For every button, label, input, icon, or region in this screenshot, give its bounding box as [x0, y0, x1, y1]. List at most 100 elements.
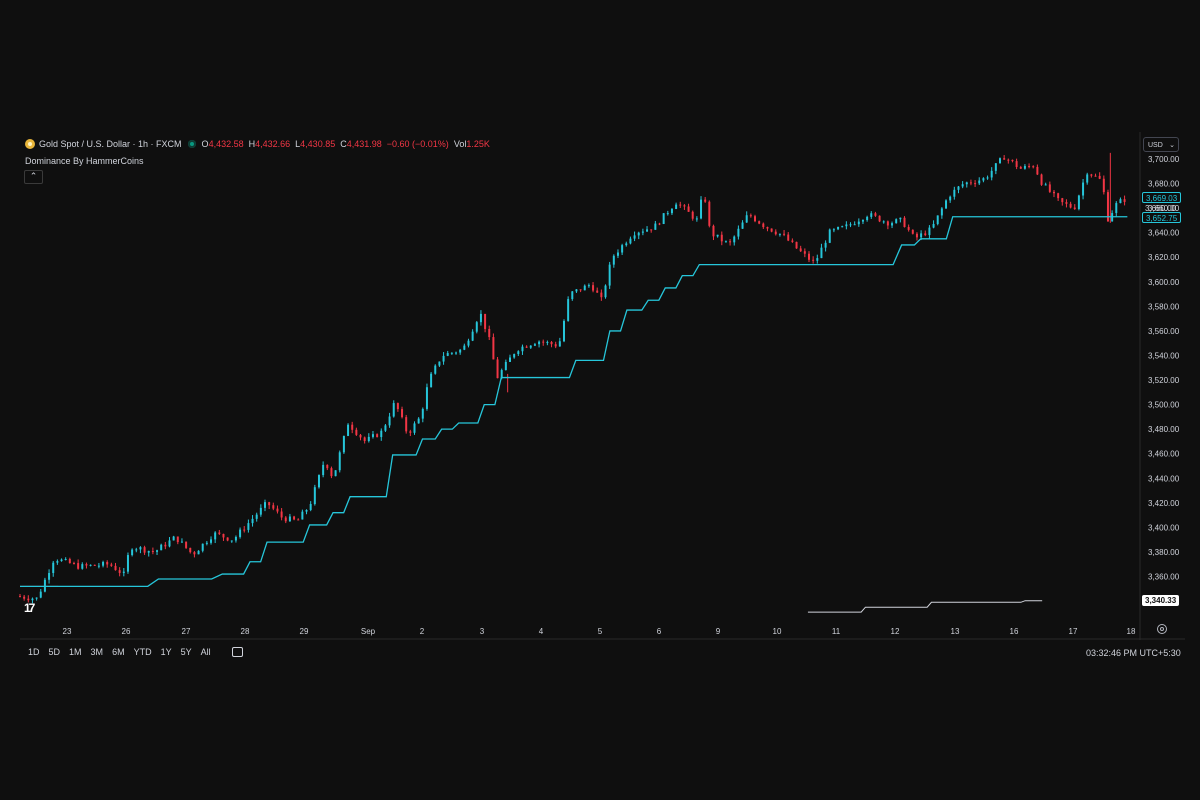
candle-body [629, 238, 632, 244]
range-button-6m[interactable]: 6M [112, 647, 125, 657]
candle-body [961, 184, 964, 187]
candle-body [807, 253, 810, 260]
range-button-3m[interactable]: 3M [90, 647, 104, 657]
candle-body [430, 373, 433, 388]
candle-body [936, 215, 939, 224]
candle-body [288, 516, 291, 522]
candle-body [957, 186, 960, 190]
candle-body [1011, 159, 1014, 162]
candle-body [380, 430, 383, 438]
price-tick-label: 3,580.00 [1148, 302, 1180, 311]
candle-body [143, 547, 146, 553]
candle-body [845, 224, 848, 227]
range-button-ytd[interactable]: YTD [133, 647, 152, 657]
candle-body [484, 313, 487, 329]
symbol-title[interactable]: Gold Spot / U.S. Dollar · 1h · FXCM [39, 139, 182, 149]
candle-body [1003, 158, 1006, 160]
candle-body [608, 264, 611, 286]
candle-body [193, 552, 196, 555]
symbol-legend[interactable]: Gold Spot / U.S. Dollar · 1h · FXCM O 4,4… [25, 139, 495, 149]
time-tick-label: 23 [63, 627, 72, 636]
price-tick-label: 3,660.00 [1148, 204, 1180, 213]
candle-body [675, 204, 678, 209]
candle-body [301, 511, 304, 520]
candle-body [650, 229, 653, 231]
candle-body [218, 532, 221, 534]
candle-body [691, 211, 694, 219]
time-tick-label: 11 [832, 627, 841, 636]
open-value: 4,432.58 [208, 139, 244, 149]
range-button-1d[interactable]: 1D [28, 647, 40, 657]
candle-body [363, 437, 366, 442]
candle-body [164, 544, 167, 547]
candle-body [376, 434, 379, 438]
range-button-5d[interactable]: 5D [48, 647, 61, 657]
candle-body [683, 205, 686, 207]
calendar-icon[interactable] [231, 647, 243, 657]
candle-body [305, 509, 308, 512]
candle-body [1023, 166, 1026, 169]
candle-body [870, 213, 873, 217]
candle-body [666, 213, 669, 215]
time-tick-label: 26 [122, 627, 131, 636]
candle-body [1015, 161, 1018, 167]
candle-body [35, 597, 38, 599]
candle-body [994, 163, 997, 171]
candle-body [932, 223, 935, 228]
candle-body [139, 547, 142, 550]
candle-body [450, 352, 453, 354]
candle-body [492, 337, 495, 360]
candle-body [571, 291, 574, 300]
indicator-title[interactable]: Dominance By HammerCoins [25, 156, 144, 166]
candle-body [1052, 191, 1055, 194]
lower-indicator-line [807, 600, 1043, 613]
candle-body [60, 559, 63, 562]
clock-timezone[interactable]: 03:32:46 PM UTC+5:30 [1086, 648, 1181, 658]
candle-body [330, 468, 333, 477]
date-range-bar[interactable]: 1D 5D 1M 3M 6M YTD 1Y 5Y All [28, 647, 252, 657]
range-button-1y[interactable]: 1Y [160, 647, 172, 657]
candle-body [828, 229, 831, 243]
candle-body [19, 596, 21, 598]
currency-label: USD [1148, 142, 1163, 149]
gear-icon[interactable] [1157, 624, 1167, 634]
candle-body [762, 223, 765, 228]
time-axis[interactable]: 23 26 27 28 29 Sep 2 3 4 5 6 9 10 11 12 13 16 17 18 [63, 627, 1136, 636]
candle-body [969, 182, 972, 184]
price-tick-label: 3,620.00 [1148, 253, 1180, 262]
candle-body [695, 218, 698, 220]
chevron-up-icon[interactable]: ⌃ [24, 170, 43, 184]
low-label: L [295, 139, 301, 149]
candle-body [56, 561, 59, 563]
candle-body [81, 564, 84, 569]
candle-body [907, 227, 910, 230]
price-tick-label: 3,460.00 [1148, 450, 1180, 459]
candle-body [533, 344, 536, 346]
time-tick-label: 10 [773, 627, 782, 636]
candle-body [940, 208, 943, 216]
candle-body [554, 344, 557, 347]
candle-body [567, 299, 570, 321]
range-button-all[interactable]: All [200, 647, 211, 657]
high-value: 4,432.66 [255, 139, 291, 149]
candle-body [255, 514, 258, 519]
candle-body [1098, 175, 1101, 179]
candle-body [965, 182, 968, 185]
price-axis[interactable]: 3,360.00 3,380.00 3,400.00 3,420.00 3,440.00… [20, 132, 1185, 640]
tradingview-logo[interactable]: 17 [24, 601, 35, 615]
range-button-1m[interactable]: 1M [69, 647, 82, 657]
currency-selector[interactable]: USD ⌄ [1143, 137, 1179, 152]
candle-body [716, 234, 719, 237]
low-value: 4,430.85 [300, 139, 336, 149]
candle-body [496, 359, 499, 379]
price-tick-label: 3,540.00 [1148, 351, 1180, 360]
candle-body [284, 517, 287, 522]
change-value: −0.60 (−0.01%) [386, 139, 449, 149]
market-status-icon [187, 140, 196, 148]
candle-body [239, 529, 242, 537]
candle-body [434, 365, 437, 374]
range-button-5y[interactable]: 5Y [180, 647, 192, 657]
candle-body [1073, 207, 1076, 210]
candle-body [197, 550, 200, 555]
